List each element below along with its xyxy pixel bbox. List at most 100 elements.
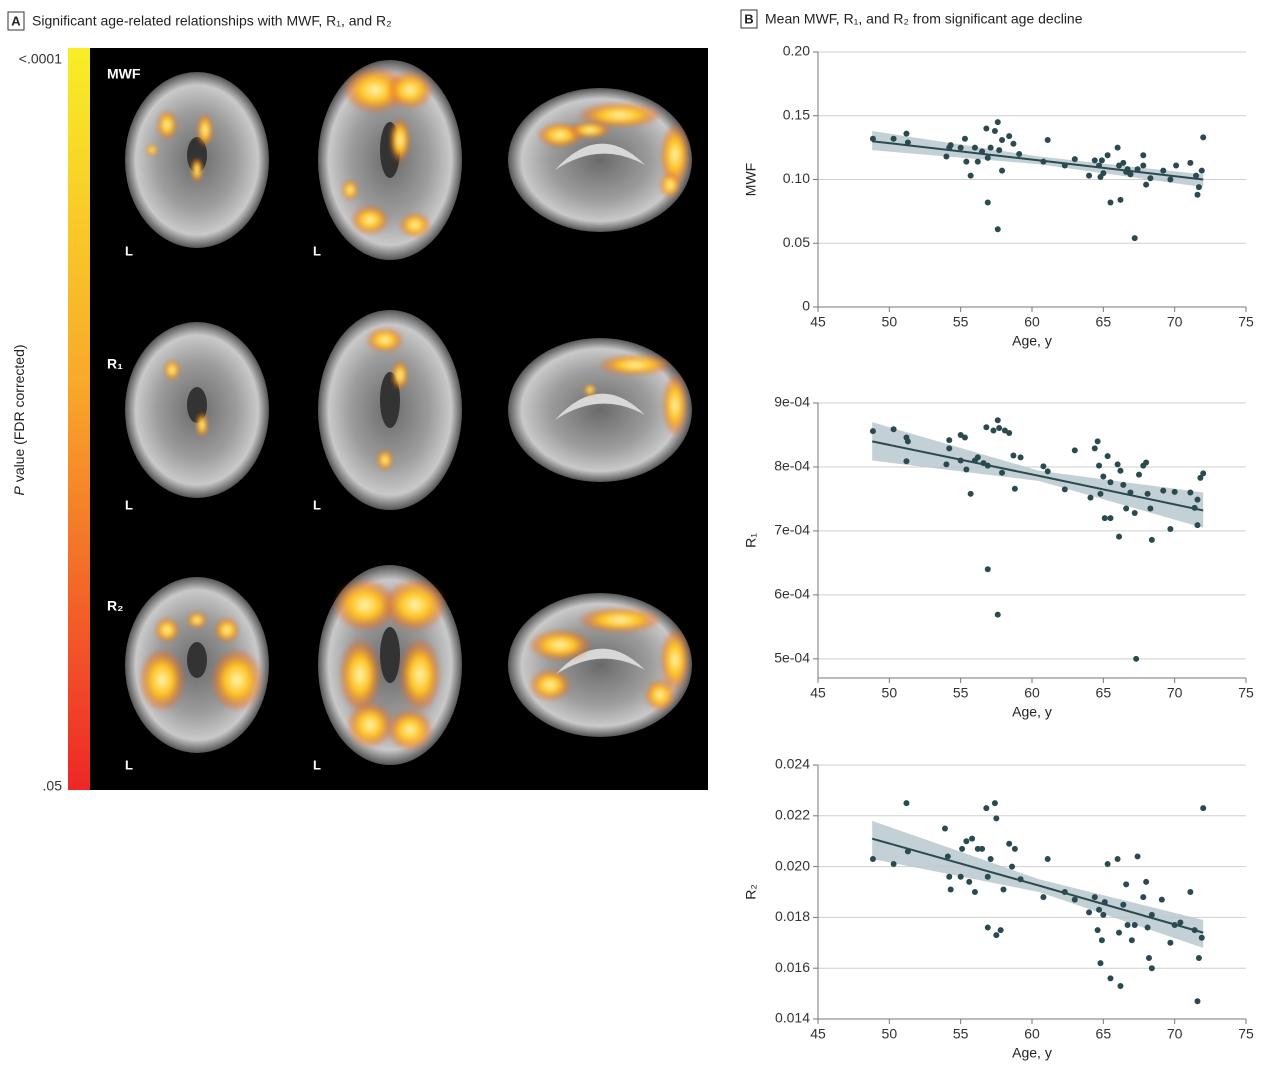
- data-point: [983, 125, 990, 132]
- data-point: [869, 428, 876, 435]
- data-point: [983, 424, 990, 431]
- data-point: [1098, 937, 1105, 944]
- activation-blob: [390, 118, 410, 162]
- data-point: [974, 845, 981, 852]
- x-axis-label: Age, y: [1012, 333, 1052, 349]
- data-point: [1086, 909, 1093, 916]
- data-point: [1086, 172, 1093, 179]
- data-point: [1193, 172, 1200, 179]
- data-point: [984, 924, 991, 931]
- x-tick-label: 65: [1096, 685, 1112, 701]
- data-point: [1006, 133, 1013, 140]
- data-point: [1194, 496, 1201, 503]
- panel-label: A: [11, 13, 21, 28]
- ventricle: [380, 627, 400, 683]
- data-point: [1200, 134, 1207, 141]
- colorbar-title: Pvalue (FDR corrected): [11, 344, 27, 495]
- data-point: [890, 861, 897, 868]
- data-point: [967, 490, 974, 497]
- data-point: [1124, 922, 1131, 929]
- data-point: [1134, 166, 1141, 173]
- data-point: [1114, 855, 1121, 862]
- data-point: [1040, 463, 1047, 470]
- brain-images: MWF L L R₁ L L R₂ L L: [107, 60, 692, 772]
- data-point: [1148, 965, 1155, 972]
- data-point: [1197, 474, 1204, 481]
- data-point: [990, 427, 997, 434]
- data-point: [1160, 167, 1167, 174]
- data-point: [1017, 876, 1024, 883]
- data-point: [1120, 901, 1127, 908]
- data-point: [1158, 896, 1165, 903]
- data-point: [1123, 881, 1130, 888]
- data-point: [1131, 235, 1138, 242]
- y-tick-label: 0.15: [783, 106, 810, 122]
- y-tick-label: 9e-04: [774, 394, 810, 410]
- activation-blob: [352, 206, 388, 234]
- data-point: [1136, 471, 1142, 478]
- data-point: [1167, 939, 1174, 946]
- fit-line: [872, 140, 1204, 181]
- y-tick-label: 7e-04: [774, 522, 810, 538]
- view-label: L: [313, 243, 321, 258]
- data-point: [1140, 152, 1147, 159]
- activation-blob: [191, 158, 203, 182]
- data-point: [987, 144, 994, 151]
- activation-blob: [400, 640, 440, 710]
- activation-blob: [385, 580, 445, 630]
- data-point: [987, 855, 994, 862]
- data-point: [1096, 162, 1103, 169]
- corpus-callosum: [555, 648, 645, 675]
- y-tick-label: 0.018: [775, 908, 810, 924]
- data-point: [946, 445, 953, 452]
- x-tick-label: 60: [1024, 314, 1040, 330]
- data-point: [946, 873, 953, 880]
- data-point: [1171, 488, 1178, 495]
- data-point: [1200, 805, 1207, 812]
- activation-blob: [345, 68, 405, 112]
- data-point: [967, 172, 974, 179]
- data-point: [963, 466, 970, 473]
- data-point: [1040, 158, 1047, 165]
- data-point: [994, 611, 1001, 618]
- ventricle: [380, 372, 400, 428]
- activation-blob: [388, 72, 432, 108]
- activation-blob: [342, 180, 358, 200]
- data-point: [1094, 927, 1101, 934]
- data-point: [984, 199, 991, 206]
- data-point: [903, 458, 910, 465]
- data-point: [941, 825, 948, 832]
- data-point: [1117, 467, 1124, 474]
- data-point: [1117, 982, 1124, 989]
- data-point: [997, 927, 1004, 934]
- data-point: [1098, 157, 1105, 164]
- panel-label-box: [7, 11, 25, 31]
- view-label: L: [313, 757, 321, 772]
- data-point: [890, 135, 897, 142]
- y-axis-label: R₁: [743, 533, 759, 548]
- activation-blob: [645, 680, 675, 710]
- activation-blob: [164, 360, 180, 380]
- data-point: [1147, 505, 1154, 512]
- data-point: [1191, 504, 1198, 511]
- corpus-callosum: [555, 143, 645, 170]
- confidence-band: [872, 131, 1204, 188]
- data-point: [869, 855, 876, 862]
- data-point: [1096, 906, 1103, 913]
- data-point: [1010, 452, 1017, 459]
- data-point: [1100, 911, 1107, 918]
- data-point: [966, 878, 973, 885]
- data-point: [1040, 894, 1047, 901]
- data-point: [1071, 447, 1078, 454]
- data-point: [1000, 886, 1007, 893]
- activation-blob: [660, 173, 680, 197]
- data-point: [1044, 136, 1051, 143]
- activation-blob: [580, 103, 660, 127]
- y-tick-label: 0.016: [775, 959, 810, 975]
- x-tick-label: 75: [1238, 685, 1254, 701]
- data-point: [999, 469, 1006, 476]
- data-point: [1177, 919, 1184, 926]
- row-label: MWF: [107, 66, 141, 82]
- data-point: [1100, 473, 1107, 480]
- y-tick-label: 0.020: [775, 857, 810, 873]
